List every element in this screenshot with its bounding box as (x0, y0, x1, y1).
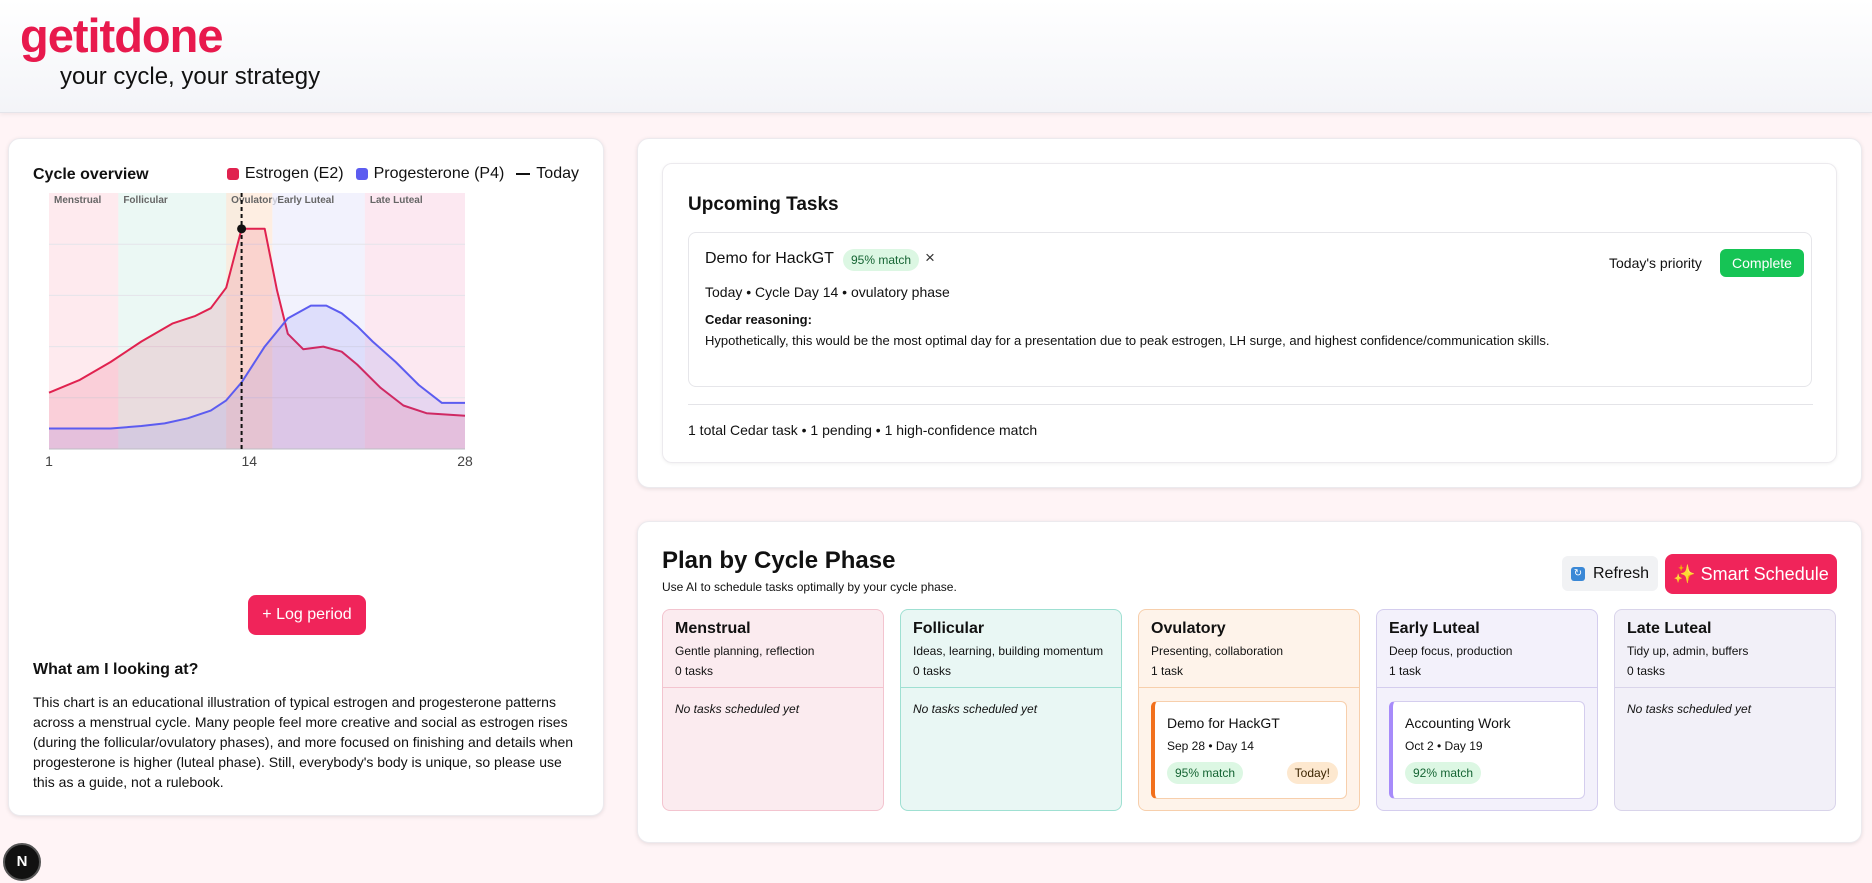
phase-empty-text: No tasks scheduled yet (913, 702, 1038, 716)
app-logo[interactable]: getitdone (20, 9, 223, 62)
phase-band-label: Early Luteal (277, 195, 334, 206)
phase-column-ovulatory: Ovulatory Presenting, collaboration 1 ta… (1138, 609, 1360, 811)
progesterone-swatch (355, 168, 368, 180)
phase-description: Gentle planning, reflection (675, 644, 815, 658)
phase-task-date: Oct 2 • Day 19 (1405, 739, 1483, 753)
phase-header: Ovulatory Presenting, collaboration 1 ta… (1139, 610, 1359, 688)
today-marker (237, 224, 247, 234)
phase-column-early-luteal: Early Luteal Deep focus, production 1 ta… (1376, 609, 1598, 811)
plan-by-phase-section: Plan by Cycle Phase Use AI to schedule t… (637, 521, 1862, 843)
phase-task-count: 0 tasks (1627, 664, 1666, 678)
upcoming-tasks-card: Upcoming Tasks Demo for HackGT 95% match… (662, 163, 1837, 463)
upcoming-tasks-section: Upcoming Tasks Demo for HackGT 95% match… (637, 138, 1862, 488)
cycle-hormone-chart: Menstrual Follicular Ovulatory Early Luteal… (45, 193, 473, 469)
phase-description: Presenting, collaboration (1151, 644, 1284, 658)
phase-name: Late Luteal (1627, 620, 1712, 637)
phase-task-count: 1 task (1389, 664, 1422, 678)
phase-name: Ovulatory (1151, 620, 1226, 637)
phase-header: Late Luteal Tidy up, admin, buffers 0 ta… (1615, 610, 1835, 688)
upcoming-tasks-title: Upcoming Tasks (688, 194, 839, 215)
phase-header: Follicular Ideas, learning, building mom… (901, 610, 1121, 688)
phase-task-count: 0 tasks (913, 664, 952, 678)
phase-band-label: Menstrual (54, 195, 101, 206)
dismiss-task-icon[interactable]: × (925, 248, 935, 267)
upcoming-task-item[interactable]: Demo for HackGT 95% match × Today • Cycl… (688, 232, 1812, 387)
phase-empty-text: No tasks scheduled yet (675, 702, 800, 716)
phase-description: Tidy up, admin, buffers (1627, 644, 1749, 658)
phase-task-name: Demo for HackGT (1167, 715, 1280, 731)
phase-description: Deep focus, production (1389, 644, 1513, 658)
plan-title: Plan by Cycle Phase (662, 547, 896, 574)
cedar-reasoning-label: Cedar reasoning: (705, 312, 812, 327)
legend-progesterone-label: Progesterone (P4) (373, 165, 505, 182)
log-period-button[interactable]: + Log period (248, 595, 366, 635)
phase-task-count: 1 task (1151, 664, 1184, 678)
phase-description: Ideas, learning, building momentum (913, 644, 1104, 658)
phase-name: Early Luteal (1389, 620, 1480, 637)
today-line-swatch (516, 173, 531, 175)
phase-band-label: Follicular (123, 195, 168, 206)
dev-tools-badge[interactable]: N (3, 843, 41, 881)
estrogen-line (48, 227, 466, 417)
legend-today-label: Today (536, 165, 579, 182)
phase-task-count: 0 tasks (675, 664, 714, 678)
phase-band-label: Late Luteal (370, 195, 423, 206)
upcoming-task-name: Demo for HackGT (705, 250, 834, 267)
x-tick-label: 14 (242, 453, 258, 469)
phase-band-late-luteal (364, 193, 465, 449)
match-badge: 95% match (843, 249, 920, 271)
cycle-overview-title: Cycle overview (33, 166, 149, 183)
refresh-icon: ↻ (1570, 566, 1585, 581)
phase-task-card[interactable]: Demo for HackGT Sep 28 • Day 14 95% matc… (1151, 701, 1347, 799)
legend-estrogen: Estrogen (E2) (226, 165, 344, 183)
progesterone-area (49, 305, 465, 449)
refresh-button[interactable]: ↻ Refresh (1562, 556, 1658, 591)
estrogen-area (49, 228, 465, 449)
phase-task-name: Accounting Work (1405, 715, 1511, 731)
upcoming-divider (688, 404, 1813, 405)
phase-column-follicular: Follicular Ideas, learning, building mom… (900, 609, 1122, 811)
legend-progesterone: Progesterone (P4) (355, 165, 505, 183)
cedar-reasoning-text: Hypothetically, this would be the most o… (705, 333, 1550, 348)
phase-empty-text: No tasks scheduled yet (1627, 702, 1752, 716)
phase-band-menstrual (49, 193, 119, 449)
complete-button[interactable]: Complete (1720, 249, 1804, 277)
x-tick-label: 1 (45, 453, 53, 469)
phase-name: Menstrual (675, 620, 751, 637)
phase-band-label: Ovulatory (231, 195, 278, 206)
legend-estrogen-label: Estrogen (E2) (244, 165, 344, 182)
phase-task-date: Sep 28 • Day 14 (1167, 739, 1254, 753)
progesterone-line (49, 304, 465, 430)
today-badge: Today! (1286, 762, 1338, 784)
app-tagline: your cycle, your strategy (60, 63, 321, 90)
smart-schedule-button[interactable]: ✨ Smart Schedule (1665, 554, 1837, 594)
match-badge: 92% match (1405, 762, 1482, 784)
phase-column-menstrual: Menstrual Gentle planning, reflection 0 … (662, 609, 884, 811)
match-badge: 95% match (1167, 762, 1244, 784)
todays-priority-label: Today's priority (1609, 255, 1702, 271)
upcoming-task-meta: Today • Cycle Day 14 • ovulatory phase (705, 284, 950, 300)
phase-header: Early Luteal Deep focus, production 1 ta… (1377, 610, 1597, 688)
explain-title: What am I looking at? (33, 661, 199, 678)
phase-column-late-luteal: Late Luteal Tidy up, admin, buffers 0 ta… (1614, 609, 1836, 811)
x-tick-label: 28 (457, 453, 473, 469)
phase-header: Menstrual Gentle planning, reflection 0 … (663, 610, 883, 688)
explain-body: This chart is an educational illustratio… (33, 694, 574, 790)
chart-legend: Estrogen (E2) Progesterone (P4) Today (226, 165, 579, 183)
plan-subtitle: Use AI to schedule tasks optimally by yo… (662, 580, 957, 594)
refresh-label: Refresh (1592, 564, 1650, 582)
phase-task-card[interactable]: Accounting Work Oct 2 • Day 19 92% match (1389, 701, 1585, 799)
app-header: getitdone your cycle, your strategy (0, 0, 1872, 113)
cycle-overview-card: Cycle overview Estrogen (E2) Progesteron… (8, 138, 604, 816)
upcoming-summary: 1 total Cedar task • 1 pending • 1 high-… (688, 422, 1038, 438)
phase-band-ovulatory (226, 193, 273, 449)
estrogen-swatch (226, 168, 239, 180)
phase-name: Follicular (913, 620, 985, 637)
legend-today: Today (516, 165, 579, 183)
